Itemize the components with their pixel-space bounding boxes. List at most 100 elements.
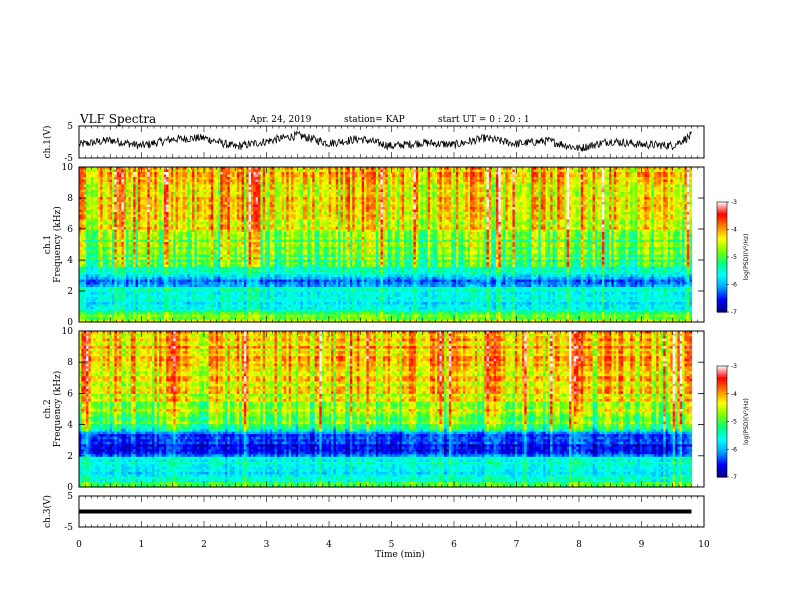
spectrogram-cell xyxy=(576,182,580,186)
spectrogram-cell xyxy=(484,187,488,191)
spectrogram-cell xyxy=(564,182,568,186)
spectrogram-cell xyxy=(272,167,276,171)
spectrogram-cell xyxy=(116,169,120,173)
spectrogram-cell xyxy=(196,167,200,171)
spectrogram-cell xyxy=(123,182,127,186)
y-axis-label: ch.1(V) xyxy=(42,126,53,159)
spectrogram-cell xyxy=(455,187,459,191)
spectrogram-cell xyxy=(116,187,120,191)
spectrogram-cell xyxy=(248,172,252,176)
spectrogram-cell xyxy=(279,169,283,173)
spectrogram-cell xyxy=(609,184,613,188)
spectrogram-cell xyxy=(552,174,556,178)
spectrogram-cell xyxy=(130,177,134,181)
spectrogram-cell xyxy=(656,187,660,191)
spectrogram-cell xyxy=(651,167,655,171)
spectrogram-cell xyxy=(533,174,537,178)
spectrogram-cell xyxy=(347,187,351,191)
spectrogram-cell xyxy=(378,169,382,173)
spectrogram-cell xyxy=(272,169,276,173)
spectrogram-cell xyxy=(533,179,537,183)
spectrogram-cell xyxy=(420,177,424,181)
spectrogram-cell xyxy=(147,174,151,178)
spectrogram-cell xyxy=(387,169,391,173)
spectrogram-cell xyxy=(663,184,667,188)
spectrogram-cell xyxy=(250,169,254,173)
spectrogram-cell xyxy=(470,187,474,191)
spectrogram-cell xyxy=(531,172,535,176)
spectrogram-cell xyxy=(630,182,634,186)
spectrogram-cell xyxy=(206,169,210,173)
spectrogram-cell xyxy=(422,167,426,171)
spectrogram-cell xyxy=(95,184,99,188)
spectrogram-cell xyxy=(267,169,271,173)
spectrogram-cell xyxy=(316,169,320,173)
spectrogram-cell xyxy=(684,179,688,183)
spectrogram-cell xyxy=(470,179,474,183)
spectrogram-cell xyxy=(481,187,485,191)
spectrogram-cell xyxy=(239,177,243,181)
spectrogram-cell xyxy=(236,187,240,191)
spectrogram-cell xyxy=(667,177,671,181)
spectrogram-cell xyxy=(462,187,466,191)
spectrogram-cell xyxy=(234,172,238,176)
spectrogram-cell xyxy=(406,179,410,183)
spectrogram-cell xyxy=(422,177,426,181)
spectrogram-cell xyxy=(258,182,261,186)
spectrogram-cell xyxy=(500,179,504,183)
spectrogram-cell xyxy=(114,179,118,183)
spectrogram-cell xyxy=(613,179,617,183)
spectrogram-cell xyxy=(274,177,278,181)
spectrogram-cell xyxy=(305,172,309,176)
spectrogram-cell xyxy=(354,182,358,186)
spectrogram-cell xyxy=(448,177,452,181)
spectrogram-cell xyxy=(689,182,693,186)
spectrogram-cell xyxy=(526,177,530,181)
spectrogram-cell xyxy=(415,169,419,173)
spectrogram-cell xyxy=(279,172,283,176)
spectrogram-cell xyxy=(592,174,596,178)
spectrogram-cell xyxy=(345,184,349,188)
spectrogram-cell xyxy=(220,177,224,181)
spectrogram-cell xyxy=(93,187,97,191)
spectrogram-cell xyxy=(453,184,457,188)
spectrogram-cell xyxy=(569,187,572,191)
spectrogram-cell xyxy=(554,174,558,178)
spectrogram-cell xyxy=(161,177,165,181)
spectrogram-cell xyxy=(111,172,115,176)
spectrogram-cell xyxy=(458,182,462,186)
spectrogram-cell xyxy=(364,179,368,183)
spectrogram-cell xyxy=(265,174,269,178)
spectrogram-cell xyxy=(571,184,575,188)
spectrogram-cell xyxy=(642,174,645,178)
spectrogram-cell xyxy=(512,182,516,186)
spectrogram-cell xyxy=(371,179,375,183)
spectrogram-cell xyxy=(298,184,302,188)
spectrogram-cell xyxy=(399,172,403,176)
spectrogram-cell xyxy=(210,177,214,181)
spectrogram-cell xyxy=(625,187,629,191)
spectrogram-cell xyxy=(229,167,233,171)
spectrogram-cell xyxy=(144,189,148,193)
spectrogram-cell xyxy=(441,182,445,186)
spectrogram-cell xyxy=(126,189,130,193)
spectrogram-cell xyxy=(597,174,601,178)
spectrogram-cell xyxy=(404,189,408,193)
spectrogram-cell xyxy=(173,182,177,186)
spectrogram-cell xyxy=(512,184,516,188)
spectrogram-cell xyxy=(481,177,485,181)
spectrogram-cell xyxy=(557,179,561,183)
spectrogram-cell xyxy=(121,177,125,181)
spectrogram-cell xyxy=(161,179,165,183)
spectrogram-cell xyxy=(156,179,160,183)
spectrogram-cell xyxy=(620,187,624,191)
spectrogram-cell xyxy=(524,179,528,183)
spectrogram-cell xyxy=(646,187,650,191)
spectrogram-cell xyxy=(623,169,627,173)
spectrogram-cell xyxy=(422,169,426,173)
spectrogram-cell xyxy=(356,172,360,176)
spectrogram-cell xyxy=(173,167,177,171)
spectrogram-cell xyxy=(373,182,377,186)
spectrogram-cell xyxy=(276,182,280,186)
spectrogram-cell xyxy=(538,174,542,178)
